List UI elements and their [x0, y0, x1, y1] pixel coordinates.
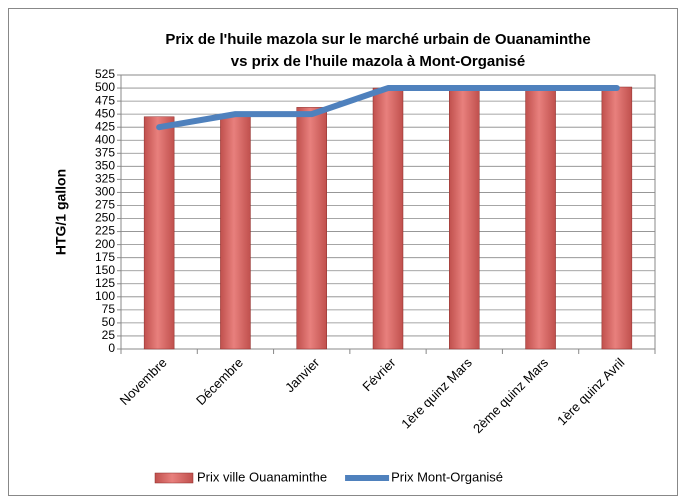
y-tick-label: 475: [95, 93, 115, 107]
y-tick-label: 175: [95, 250, 115, 264]
y-tick-label: 375: [95, 145, 115, 159]
y-tick-label: 250: [95, 211, 115, 225]
y-tick-label: 50: [102, 315, 116, 329]
legend-label: Prix ville Ouanaminthe: [197, 469, 327, 484]
legend-label: Prix Mont-Organisé: [391, 469, 503, 484]
y-axis-title: HTG/1 gallon: [53, 169, 69, 255]
bar: [525, 87, 556, 350]
y-tick-label: 500: [95, 80, 115, 94]
bar: [449, 87, 480, 350]
y-tick-label: 125: [95, 276, 115, 290]
chart-title: vs prix de l'huile mazola à Mont-Organis…: [231, 53, 525, 70]
y-tick-label: 525: [95, 67, 115, 81]
bar: [296, 107, 327, 350]
chart-title: Prix de l'huile mazola sur le marché urb…: [165, 31, 590, 48]
bar: [372, 87, 404, 350]
y-tick-label: 0: [108, 341, 115, 355]
y-tick-label: 225: [95, 224, 115, 238]
legend-item: Prix ville Ouanaminthe: [154, 469, 327, 484]
bar: [143, 116, 175, 350]
y-tick-label: 400: [95, 132, 115, 146]
y-tick-label: 350: [95, 159, 115, 173]
y-tick-label: 300: [95, 185, 115, 199]
legend-item: Prix Mont-Organisé: [345, 469, 503, 484]
y-tick-label: 425: [95, 119, 115, 133]
y-tick-label: 100: [95, 289, 115, 303]
y-tick-label: 150: [95, 263, 115, 277]
y-tick-label: 450: [95, 106, 115, 120]
bar: [601, 86, 633, 350]
bar: [220, 113, 251, 350]
y-tick-label: 75: [102, 302, 116, 316]
y-tick-label: 200: [95, 237, 115, 251]
y-tick-label: 325: [95, 172, 115, 186]
line: [156, 85, 620, 131]
y-tick-label: 25: [102, 328, 116, 342]
legend-swatch: [154, 472, 194, 484]
y-tick-label: 275: [95, 198, 115, 212]
